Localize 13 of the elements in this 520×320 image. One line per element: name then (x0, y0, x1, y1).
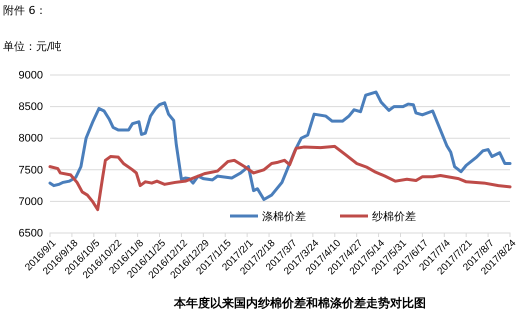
y-tick-label: 6500 (18, 228, 43, 240)
text: 附件 6： (3, 4, 46, 17)
line-series (48, 90, 512, 202)
legend-label: 涤棉价差 (262, 210, 306, 223)
y-tick-label: 7000 (18, 196, 43, 208)
text: 本年度以来国内纱棉价差和棉涤价差走势对比图 (173, 296, 426, 310)
text: 单位：元/吨 (3, 40, 62, 53)
line-series (48, 144, 512, 212)
y-tick-label: 8500 (18, 101, 43, 114)
y-tick-label: 8000 (18, 132, 43, 145)
y-tick-label: 7500 (18, 164, 43, 176)
y-tick-label: 9000 (18, 70, 43, 82)
legend-label: 纱棉价差 (372, 210, 416, 223)
